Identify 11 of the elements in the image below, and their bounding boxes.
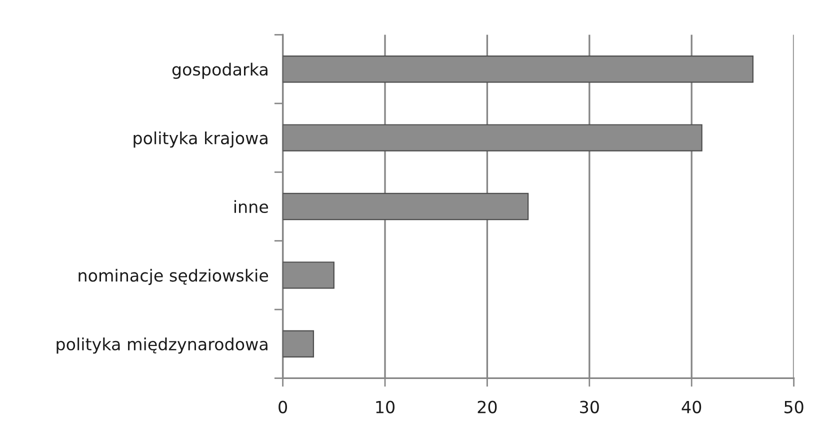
y-tick-label: polityka krajowa	[134, 131, 268, 148]
x-tick-label: 20	[478, 400, 497, 414]
x-tick-label: 50	[784, 400, 804, 414]
y-tick-label: gospodarka	[172, 62, 268, 79]
y-tick-label: inne	[234, 200, 268, 214]
x-tick-label: 10	[376, 400, 395, 414]
x-tick-label: 30	[580, 400, 599, 414]
x-tick-label: 40	[682, 400, 702, 414]
y-tick-label: polityka międzynarodowa	[56, 338, 268, 354]
x-tick-label: 0	[278, 400, 287, 414]
y-tick-label: nominacje sędziowskie	[78, 268, 268, 285]
